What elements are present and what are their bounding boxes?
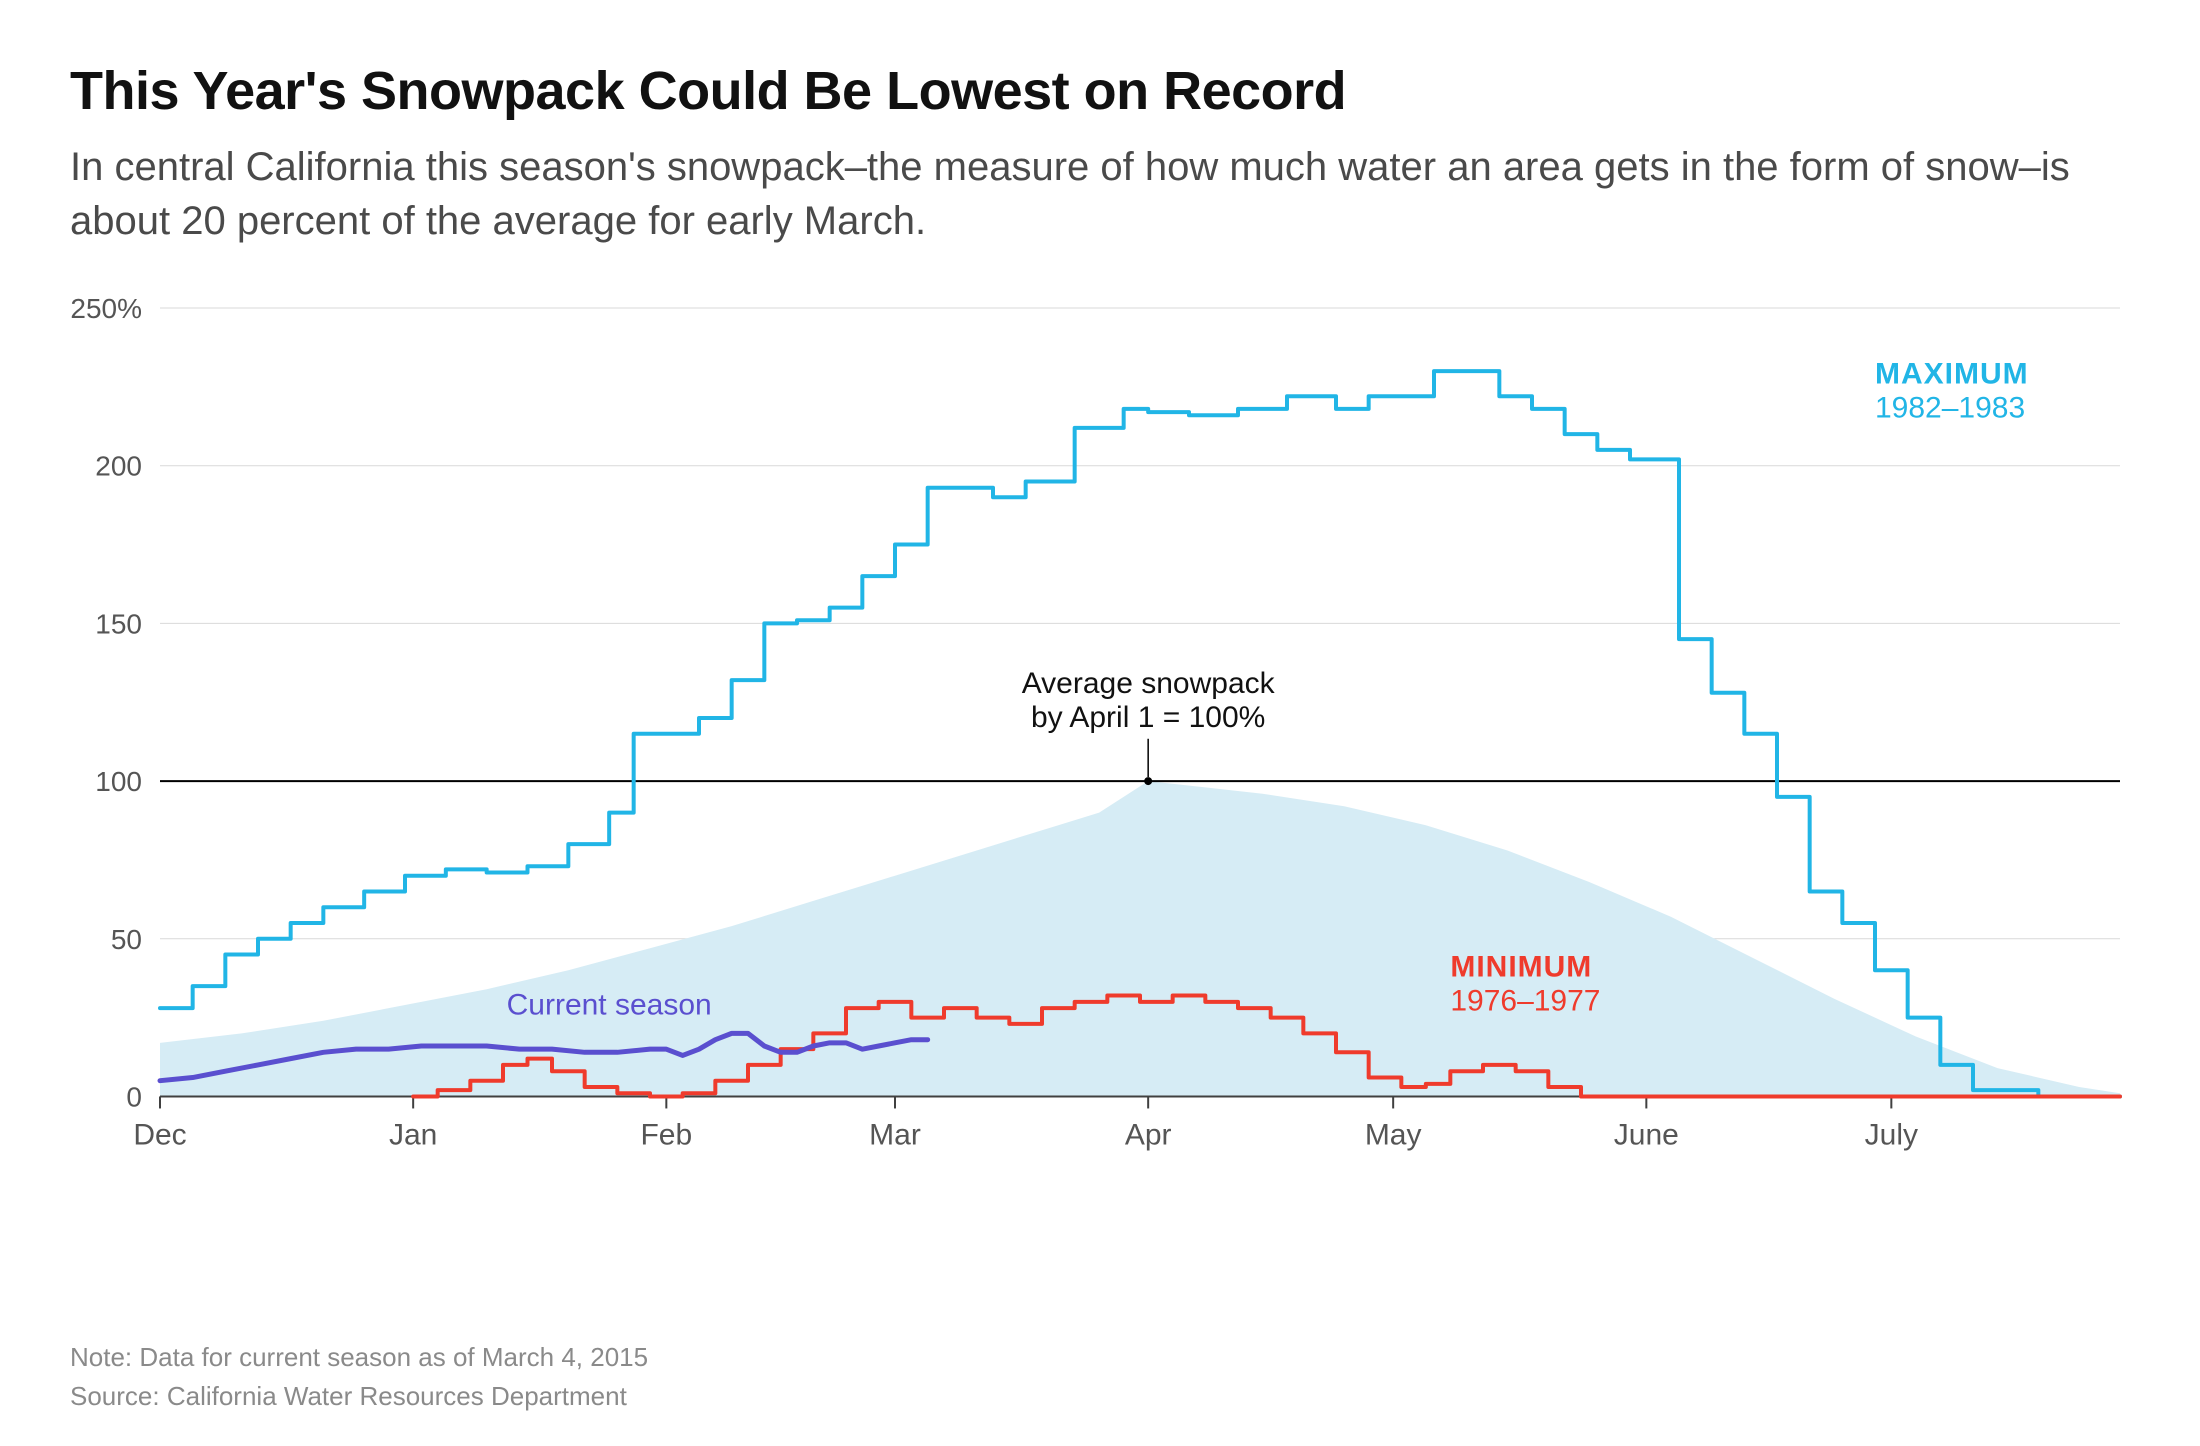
label-maximum-bottom: 1982–1983	[1875, 392, 2025, 425]
chart-title: This Year's Snowpack Could Be Lowest on …	[70, 60, 2130, 122]
chart-subtitle: In central California this season's snow…	[70, 140, 2070, 248]
x-tick-label: Apr	[1125, 1118, 1172, 1151]
x-tick-label: Feb	[640, 1118, 692, 1151]
chart-footnotes: Note: Data for current season as of Marc…	[70, 1338, 2130, 1416]
y-tick-label: 50	[111, 924, 142, 955]
y-tick-label: 100	[95, 766, 142, 797]
chart-container: 0 50 100 150 200 250% Dec Jan Feb Mar Apr May June Ju…	[70, 298, 2130, 1278]
y-tick-label: 150	[95, 608, 142, 639]
annotation-text: Average snowpack	[1022, 667, 1276, 700]
label-minimum-top: MINIMUM	[1450, 951, 1592, 984]
snowpack-chart: 0 50 100 150 200 250% Dec Jan Feb Mar Apr May June Ju…	[70, 298, 2130, 1238]
x-tick-label: Mar	[869, 1118, 921, 1151]
label-maximum-top: MAXIMUM	[1875, 358, 2029, 391]
annotation-dot	[1144, 777, 1152, 785]
label-current: Current season	[507, 988, 712, 1021]
x-tick-label: Jan	[389, 1118, 437, 1151]
source-line: Source: California Water Resources Depar…	[70, 1377, 2130, 1416]
label-minimum-bottom: 1976–1977	[1450, 985, 1600, 1018]
note-line: Note: Data for current season as of Marc…	[70, 1338, 2130, 1377]
x-tick-label: May	[1365, 1118, 1422, 1151]
x-tick-label: June	[1614, 1118, 1679, 1151]
page-root: This Year's Snowpack Could Be Lowest on …	[0, 0, 2200, 1446]
y-tick-label: 200	[95, 451, 142, 482]
y-tick-label: 0	[126, 1081, 142, 1112]
annotation-text: by April 1 = 100%	[1031, 701, 1265, 734]
x-tick-label: Dec	[133, 1118, 186, 1151]
y-tick-label: 250%	[70, 298, 142, 324]
x-tick-label: July	[1865, 1118, 1918, 1151]
